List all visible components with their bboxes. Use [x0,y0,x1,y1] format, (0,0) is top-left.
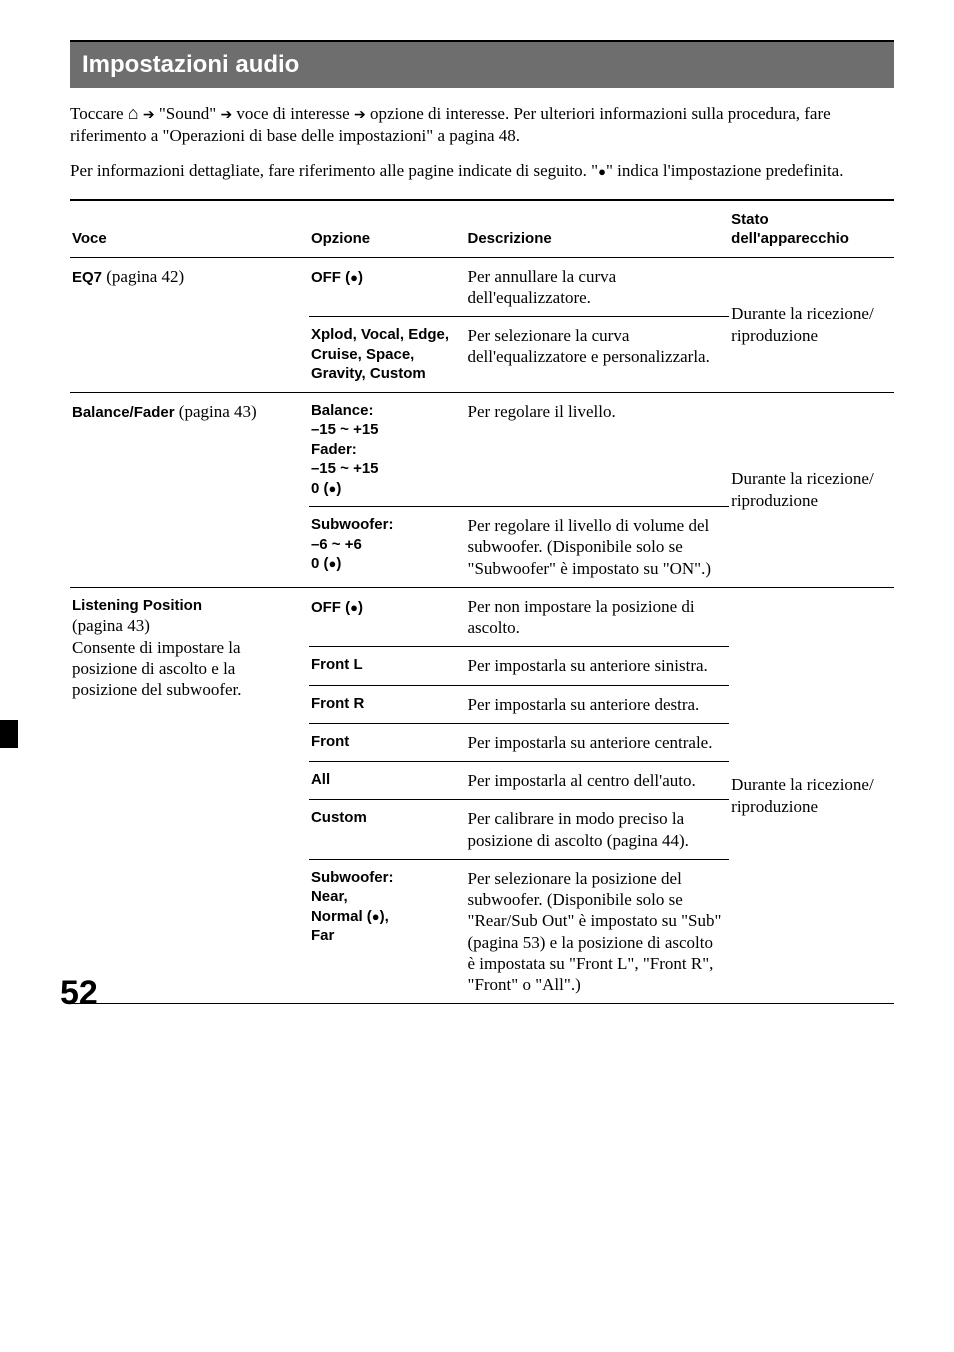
option-label: OFF ( [311,269,350,286]
voce-desc: Consente di impostare la posizione di as… [72,637,303,701]
arrow-icon [143,104,155,123]
option-label: Front L [309,647,466,685]
option-label: ) [358,599,363,616]
option-description: Per non impostare la posizione di ascolt… [466,587,730,647]
arrow-icon [220,104,232,123]
col-stato: Stato dell'apparecchio [729,200,894,257]
state-cell: Durante la ricezione/ riproduzione [729,257,894,392]
side-tab [0,720,18,748]
voce-page: (pagina 43) [72,615,303,636]
option-label: All [309,762,466,800]
option-label: Far [311,926,460,946]
option-description: Per regolare il livello. [466,392,730,507]
table-row: EQ7 (pagina 42) OFF () Per annullare la … [70,257,894,317]
option-label: Balance: [311,401,460,421]
option-label: ) [336,555,341,572]
option-description: Per regolare il livello di volume del su… [466,507,730,588]
default-dot-icon [372,908,380,925]
settings-table: Voce Opzione Descrizione Stato dell'appa… [70,199,894,1004]
home-icon [128,104,139,123]
intro-paragraph-2: Per informazioni dettagliate, fare rifer… [70,160,894,181]
option-label: –15 ~ +15 [311,459,460,479]
section-header: Impostazioni audio [70,40,894,88]
state-cell: Durante la ricezione/ riproduzione [729,587,894,1004]
intro-paragraph-1: Toccare "Sound" voce di interesse opzion… [70,102,894,146]
option-label: Subwoofer: [311,515,460,535]
option-label: 0 ( [311,555,329,572]
option-label: ) [336,480,341,497]
default-dot-icon [598,161,606,180]
intro2-a: Per informazioni dettagliate, fare rifer… [70,161,598,180]
default-dot-icon [350,267,358,286]
table-row: Listening Position (pagina 43) Consente … [70,587,894,647]
voce-name: Balance/Fader [72,404,175,421]
option-label: Custom [309,800,466,860]
option-label: Fader: [311,440,460,460]
default-dot-icon [350,597,358,616]
option-label: Normal ( [311,908,372,925]
intro-text-1c: voce di interesse [232,104,354,123]
intro2-b: " indica l'impostazione predefinita. [606,161,844,180]
arrow-icon [354,104,366,123]
option-label: Xplod, Vocal, Edge, Cruise, Space, Gravi… [309,317,466,393]
option-description: Per selezionare la posizione del subwoof… [466,859,730,1004]
voce-page: (pagina 42) [102,267,184,286]
table-header-row: Voce Opzione Descrizione Stato dell'appa… [70,200,894,257]
option-label: 0 ( [311,480,329,497]
option-label: –15 ~ +15 [311,420,460,440]
option-description: Per calibrare in modo preciso la posizio… [466,800,730,860]
table-row: Balance/Fader (pagina 43) Balance: –15 ~… [70,392,894,507]
voce-name: EQ7 [72,269,102,286]
col-voce: Voce [70,200,309,257]
option-label: OFF ( [311,599,350,616]
option-label: Subwoofer: [311,868,460,888]
option-label: ) [358,269,363,286]
intro-text-1b: "Sound" [155,104,221,123]
page-number: 52 [60,972,98,1015]
option-description: Per impostarla su anteriore centrale. [466,723,730,761]
voce-page: (pagina 43) [175,402,257,421]
option-label: Near, [311,887,460,907]
option-label: Front R [309,685,466,723]
option-label: Front [309,723,466,761]
option-description: Per impostarla su anteriore destra. [466,685,730,723]
option-label: ), [380,908,389,925]
intro-text-1a: Toccare [70,104,128,123]
option-description: Per impostarla su anteriore sinistra. [466,647,730,685]
option-description: Per impostarla al centro dell'auto. [466,762,730,800]
voce-name: Listening Position [72,596,303,616]
option-description: Per selezionare la curva dell'equalizzat… [466,317,730,393]
option-description: Per annullare la curva dell'equalizzator… [466,257,730,317]
col-opzione: Opzione [309,200,466,257]
state-cell: Durante la ricezione/ riproduzione [729,392,894,587]
option-label: –6 ~ +6 [311,535,460,555]
col-descrizione: Descrizione [466,200,730,257]
